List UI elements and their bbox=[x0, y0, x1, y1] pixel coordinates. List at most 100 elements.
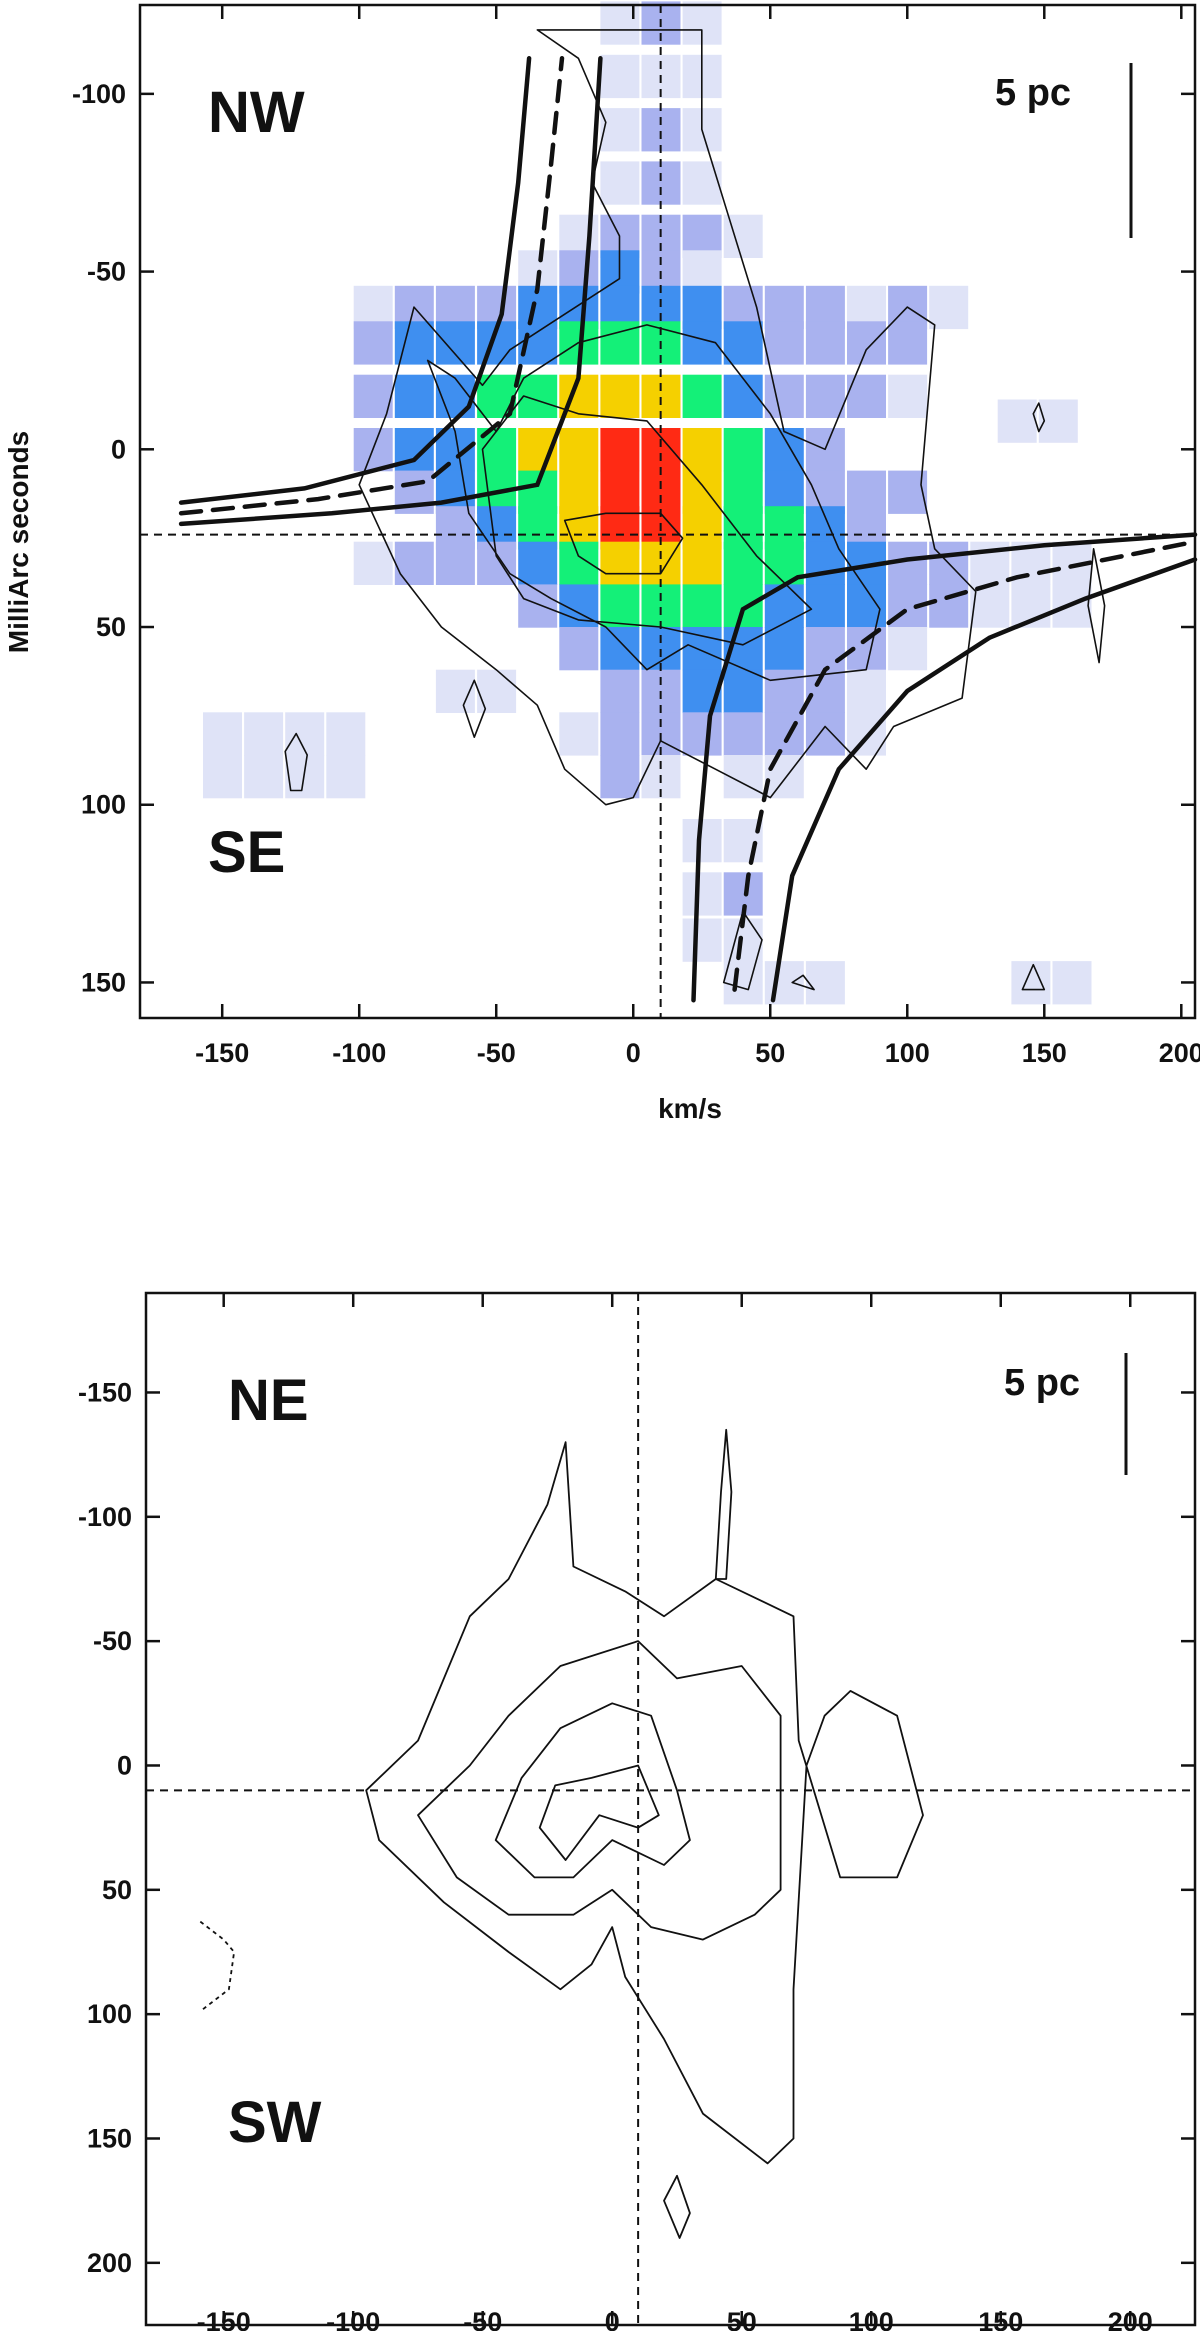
heat-cell bbox=[682, 161, 722, 205]
contour-line bbox=[1021, 963, 1046, 991]
heat-cell bbox=[244, 755, 284, 799]
heat-cell bbox=[285, 712, 325, 756]
heat-cell bbox=[805, 627, 845, 671]
x-tick-label: -150 bbox=[195, 1038, 249, 1068]
heat-cell bbox=[723, 584, 763, 628]
x-tick-label: 100 bbox=[849, 2307, 894, 2331]
heat-cell bbox=[764, 428, 804, 472]
heat-cell bbox=[682, 918, 722, 962]
bottom-plot-frame bbox=[144, 1291, 1197, 2327]
heat-cell bbox=[600, 54, 640, 99]
contour-line bbox=[563, 512, 684, 575]
heat-cell bbox=[764, 669, 804, 713]
x-tick-label: 100 bbox=[885, 1038, 930, 1068]
heat-cell bbox=[244, 712, 284, 756]
y-tick-label: -150 bbox=[78, 1377, 132, 1407]
x-tick-label: 0 bbox=[605, 2307, 620, 2331]
y-tick-label: -100 bbox=[78, 1502, 132, 1532]
top-region-label-nw: NW bbox=[208, 80, 305, 145]
heat-cell bbox=[1038, 399, 1078, 443]
bottom-scale-label: 5 pc bbox=[1004, 1362, 1080, 1404]
heat-cell bbox=[764, 321, 804, 365]
heat-cell bbox=[600, 584, 640, 628]
bottom-region-label-ne: NE bbox=[228, 1368, 309, 1433]
heat-cell bbox=[888, 374, 928, 418]
heat-cell bbox=[805, 712, 845, 756]
top-region-label-se: SE bbox=[208, 820, 285, 885]
heat-cell bbox=[641, 584, 681, 628]
y-tick-label: 150 bbox=[81, 967, 126, 997]
heat-cell bbox=[600, 755, 640, 799]
x-tick-label: -50 bbox=[477, 1038, 516, 1068]
contour-line bbox=[1032, 402, 1046, 433]
model-curve-outer-left-nw bbox=[178, 56, 532, 505]
bottom-reference-lines bbox=[146, 1293, 1195, 2325]
heat-cell bbox=[435, 541, 475, 585]
heat-cell bbox=[997, 399, 1037, 443]
top-model-curves bbox=[178, 56, 1198, 1003]
heat-cell bbox=[723, 321, 763, 365]
contour-line bbox=[365, 1441, 924, 2165]
y-tick-label: 200 bbox=[87, 2248, 132, 2278]
top-axis-ticks: -150 -100 -50 0 50 100 150 200 -100 -50 0 50 100 150 bbox=[72, 5, 1200, 1068]
heat-cell bbox=[326, 712, 366, 756]
heat-cell bbox=[970, 584, 1010, 628]
y-tick-label: -100 bbox=[72, 79, 126, 109]
heat-cell bbox=[600, 627, 640, 671]
heat-cell bbox=[435, 669, 475, 713]
heat-cell bbox=[723, 541, 763, 585]
contour-line bbox=[538, 1764, 660, 1861]
heat-cell bbox=[641, 428, 681, 472]
bottom-region-label-sw: SW bbox=[228, 2090, 322, 2155]
heat-cell bbox=[682, 584, 722, 628]
heat-cell bbox=[682, 872, 722, 916]
heat-cell bbox=[285, 755, 325, 799]
y-tick-label: 150 bbox=[87, 2123, 132, 2153]
model-curve-inner-left-nw bbox=[178, 56, 603, 527]
top-x-axis-title: km/s bbox=[658, 1093, 722, 1124]
heat-cell bbox=[888, 321, 928, 365]
x-tick-label: 200 bbox=[1159, 1038, 1200, 1068]
y-tick-label: 50 bbox=[102, 1875, 132, 1905]
contour-line bbox=[197, 1918, 235, 2010]
top-reference-lines bbox=[140, 5, 1195, 1018]
heat-cell bbox=[600, 669, 640, 713]
bottom-axis-ticks: -150 -100 -50 0 50 100 150 200 200 150 100 50 0 -50 -1… bbox=[78, 1293, 1195, 2331]
heat-cell bbox=[559, 712, 599, 756]
contour-line bbox=[1087, 548, 1106, 664]
contour-line bbox=[462, 679, 487, 738]
heat-cell bbox=[600, 108, 640, 152]
heat-cell bbox=[764, 712, 804, 756]
heat-cell bbox=[518, 584, 558, 628]
heat-cell bbox=[559, 627, 599, 671]
heat-cell bbox=[682, 428, 722, 472]
heat-cell bbox=[723, 428, 763, 472]
model-curve-inner-right-se bbox=[691, 532, 1198, 1003]
heat-cell bbox=[682, 541, 722, 585]
heat-cell bbox=[682, 627, 722, 671]
bottom-contours bbox=[197, 1428, 924, 2239]
heat-cell bbox=[764, 374, 804, 418]
heat-cell bbox=[682, 374, 722, 418]
contour-line bbox=[714, 1428, 733, 1580]
contour-line bbox=[481, 395, 813, 646]
top-heatmap-cells bbox=[203, 1, 1092, 1005]
contour-line bbox=[722, 910, 763, 991]
heat-cell bbox=[600, 161, 640, 205]
heat-cell bbox=[723, 712, 763, 756]
x-tick-label: 200 bbox=[1108, 2307, 1153, 2331]
heat-cell bbox=[1052, 961, 1092, 1005]
top-panel: -150 -100 -50 0 50 100 150 200-100-50050100150 … bbox=[3, 1, 1200, 1124]
x-tick-label: -150 bbox=[197, 2307, 251, 2331]
heat-cell bbox=[641, 541, 681, 585]
heat-cell bbox=[888, 627, 928, 671]
heat-cell bbox=[353, 541, 393, 585]
heat-cell bbox=[805, 669, 845, 713]
heat-cell bbox=[559, 428, 599, 472]
y-tick-label: -50 bbox=[93, 1626, 132, 1656]
heat-cell bbox=[353, 374, 393, 418]
heat-cell bbox=[888, 470, 928, 514]
x-tick-label: 150 bbox=[978, 2307, 1023, 2331]
x-tick-label: -50 bbox=[463, 2307, 502, 2331]
